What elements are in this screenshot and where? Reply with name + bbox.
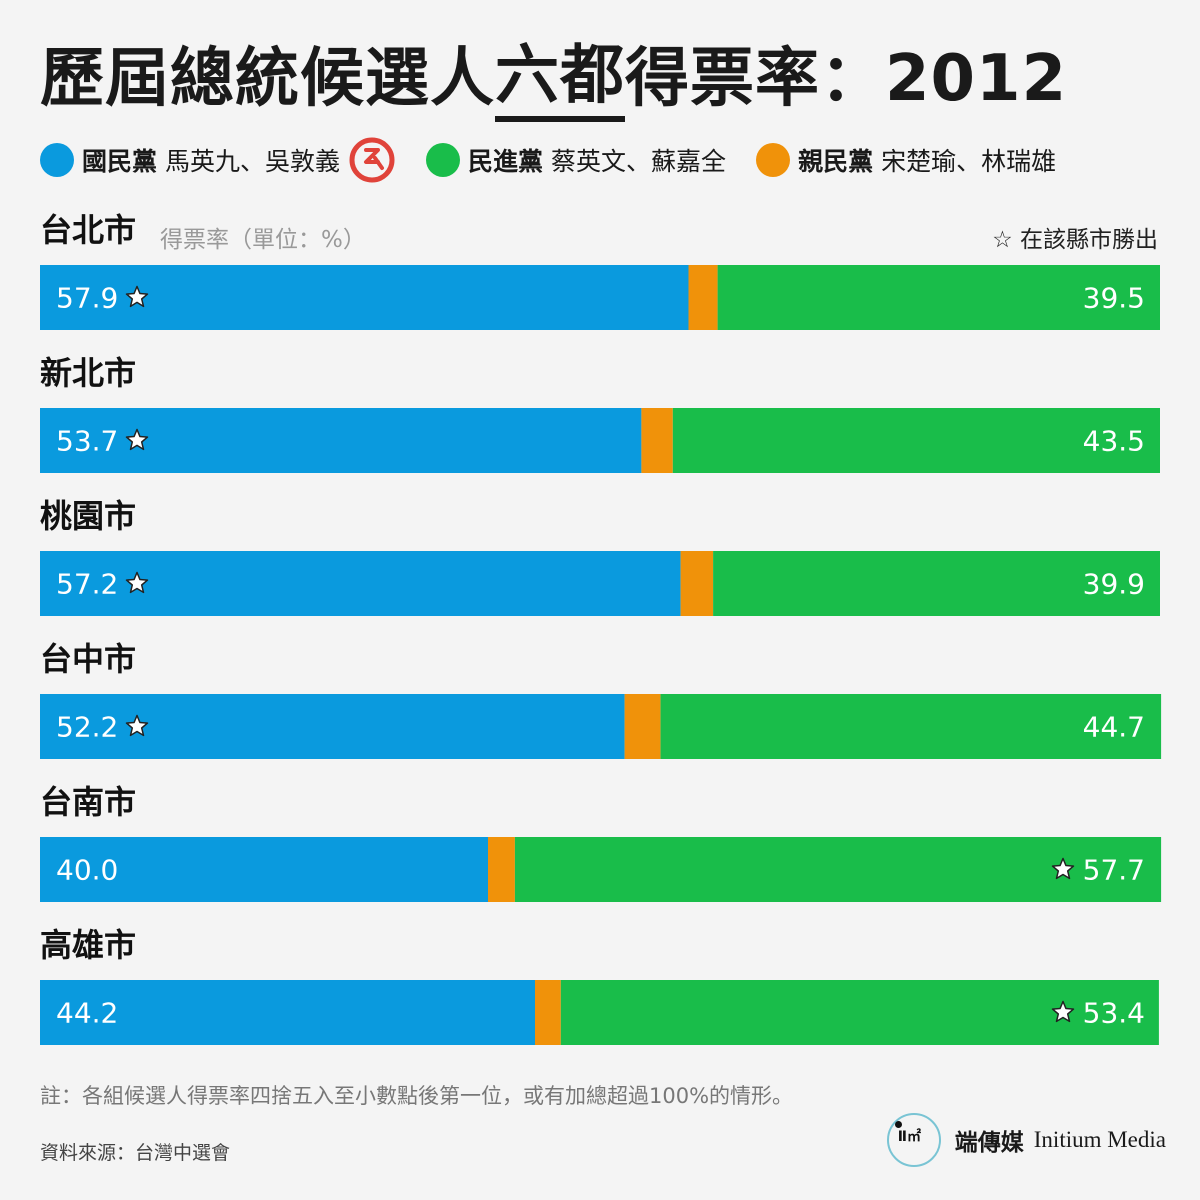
winner-star-icon-5 bbox=[1051, 1000, 1075, 1023]
city-label-2: 桃園市 bbox=[40, 497, 136, 535]
bar-dpp-0 bbox=[717, 265, 1160, 330]
vote-stamp-icon bbox=[348, 136, 396, 184]
bar-pfp-0 bbox=[688, 265, 718, 330]
bar-dpp-1 bbox=[672, 408, 1160, 473]
value-label-kmt-3: 52.2 bbox=[56, 711, 118, 744]
city-label-0: 台北市 bbox=[40, 211, 136, 249]
value-label-kmt-1: 53.7 bbox=[56, 425, 118, 458]
value-label-kmt-2: 57.2 bbox=[56, 568, 118, 601]
winner-star-icon-2 bbox=[125, 571, 149, 594]
bar-pfp-4 bbox=[488, 837, 515, 902]
initium-logo-icon: Ⅱ㎡ bbox=[886, 1113, 941, 1167]
bar-kmt-3 bbox=[40, 694, 625, 759]
bar-kmt-5 bbox=[40, 980, 535, 1045]
bar-pfp-5 bbox=[535, 980, 561, 1045]
brand-name-cn: 端傳媒 bbox=[954, 1129, 1024, 1156]
title-underlined: 六都 bbox=[495, 24, 625, 122]
title-prefix: 歷屆總統候選人 bbox=[40, 42, 495, 116]
legend-dot-pfp bbox=[756, 143, 791, 177]
value-label-kmt-4: 40.0 bbox=[56, 854, 118, 887]
winner-star-icon-4 bbox=[1051, 857, 1075, 880]
legend-party-dpp: 民進黨 bbox=[468, 147, 544, 176]
title-suffix: 得票率：2012 bbox=[625, 42, 1068, 116]
legend-item-dpp: 民進黨 蔡英文、蘇嘉全 bbox=[426, 142, 726, 178]
value-label-dpp-2: 39.9 bbox=[1083, 568, 1145, 601]
bar-dpp-4 bbox=[514, 837, 1162, 902]
legend: 國民黨 馬英九、吳敦義 民進黨 蔡英文、蘇嘉全 親民黨 宋楚瑜、林瑞雄 bbox=[40, 134, 1160, 186]
bar-dpp-2 bbox=[713, 551, 1160, 616]
winner-star-icon-3 bbox=[125, 714, 149, 737]
legend-candidates-kmt: 馬英九、吳敦義 bbox=[165, 147, 341, 176]
bar-kmt-4 bbox=[40, 837, 488, 902]
legend-item-pfp: 親民黨 宋楚瑜、林瑞雄 bbox=[756, 142, 1056, 178]
value-label-dpp-0: 39.5 bbox=[1083, 282, 1145, 315]
unit-label: 得票率（單位：%） bbox=[160, 227, 366, 253]
brand: Ⅱ㎡ 端傳媒 Initium Media bbox=[886, 1112, 1166, 1168]
bar-dpp-3 bbox=[660, 694, 1162, 759]
city-label-3: 台中市 bbox=[40, 640, 136, 678]
value-label-dpp-5: 53.4 bbox=[1083, 997, 1145, 1030]
legend-candidates-dpp: 蔡英文、蘇嘉全 bbox=[551, 147, 727, 176]
bar-pfp-3 bbox=[624, 694, 661, 759]
legend-party-kmt: 國民黨 bbox=[82, 147, 158, 176]
winner-note: ☆ 在該縣市勝出 bbox=[992, 227, 1158, 253]
page-title: 歷屆總統候選人 六都 得票率：2012 bbox=[40, 28, 1068, 122]
value-label-kmt-5: 44.2 bbox=[56, 997, 118, 1030]
data-source: 資料來源：台灣中選會 bbox=[40, 1142, 231, 1164]
legend-dot-kmt bbox=[40, 143, 74, 177]
legend-item-kmt: 國民黨 馬英九、吳敦義 bbox=[40, 136, 426, 184]
bar-pfp-2 bbox=[680, 551, 714, 616]
winner-star-icon-0 bbox=[125, 285, 149, 308]
city-label-1: 新北市 bbox=[40, 354, 136, 392]
bar-pfp-1 bbox=[641, 408, 673, 473]
value-label-kmt-0: 57.9 bbox=[56, 282, 118, 315]
value-label-dpp-1: 43.5 bbox=[1083, 425, 1145, 458]
bar-kmt-2 bbox=[40, 551, 681, 616]
value-label-dpp-4: 57.7 bbox=[1083, 854, 1145, 887]
brand-name-en: Initium Media bbox=[1033, 1127, 1166, 1152]
city-label-4: 台南市 bbox=[40, 783, 136, 821]
bar-kmt-0 bbox=[40, 265, 689, 330]
winner-star-icon-1 bbox=[125, 428, 149, 451]
legend-party-pfp: 親民黨 bbox=[798, 147, 874, 176]
legend-dot-dpp bbox=[426, 143, 461, 177]
footnote: 註：各組候選人得票率四捨五入至小數點後第一位，或有加總超過100%的情形。 bbox=[40, 1084, 794, 1108]
city-label-5: 高雄市 bbox=[40, 926, 136, 964]
value-label-dpp-3: 44.7 bbox=[1083, 711, 1145, 744]
legend-candidates-pfp: 宋楚瑜、林瑞雄 bbox=[881, 147, 1057, 176]
